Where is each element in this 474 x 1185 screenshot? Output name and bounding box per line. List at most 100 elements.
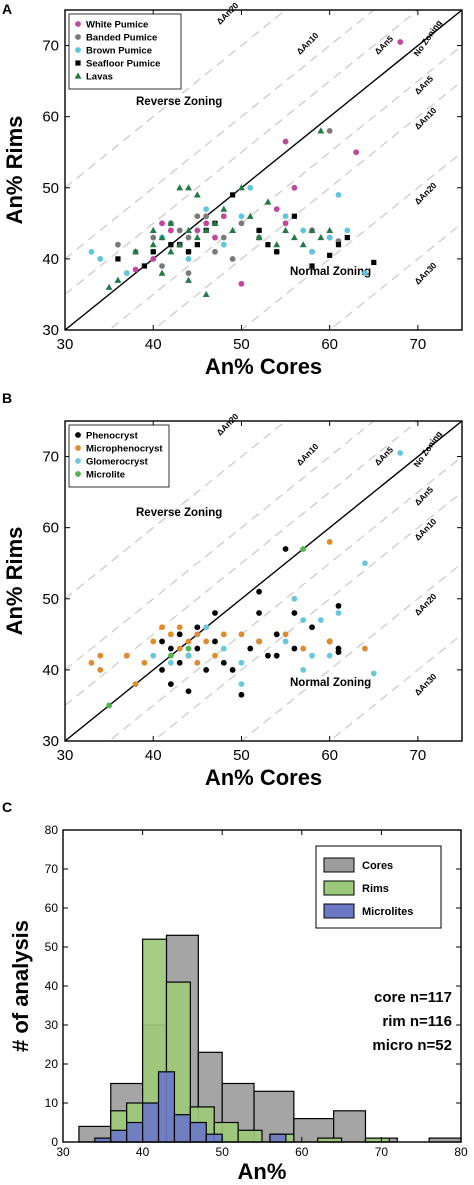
reference-line-label: No Zoning <box>411 18 443 58</box>
data-point <box>203 624 210 631</box>
panel-letter-a: A <box>2 1 12 17</box>
data-point <box>229 666 236 673</box>
data-point <box>202 290 210 298</box>
data-point <box>150 652 157 659</box>
data-point <box>370 670 377 677</box>
x-tick-label: 70 <box>375 1145 389 1159</box>
data-point <box>309 248 315 255</box>
histogram-bar <box>173 1114 191 1143</box>
data-point <box>326 638 333 645</box>
data-point <box>291 213 297 219</box>
data-point <box>159 220 165 227</box>
legend-marker <box>75 60 81 66</box>
y-axis-title: # of analysis <box>8 920 33 1052</box>
reference-line-label: ΔAn20 <box>412 180 438 206</box>
reference-line-label: No Zoning <box>411 429 443 469</box>
data-point <box>362 270 368 277</box>
data-point <box>309 652 315 659</box>
legend-label: Brown Pumice <box>86 46 152 57</box>
data-point <box>212 638 218 645</box>
data-point <box>150 249 156 255</box>
series-phenocryst <box>159 546 342 698</box>
data-point <box>115 256 121 262</box>
legend-swatch <box>323 880 355 896</box>
data-point <box>397 450 404 456</box>
data-point <box>114 276 122 283</box>
x-tick-label: 60 <box>321 336 338 353</box>
data-point <box>176 184 184 191</box>
reference-line-label: ΔAn30 <box>412 671 438 697</box>
data-point <box>290 233 298 241</box>
y-tick-label: 30 <box>45 1018 59 1032</box>
data-point <box>212 234 218 241</box>
data-point <box>291 610 298 616</box>
reference-line <box>328 633 462 741</box>
data-point <box>185 645 192 652</box>
data-point <box>238 631 245 638</box>
data-point <box>273 241 281 248</box>
data-point <box>203 638 210 645</box>
reference-line-label: ΔAn5 <box>372 33 395 56</box>
plot-frame <box>64 420 463 742</box>
data-point <box>167 248 175 255</box>
data-point <box>150 638 157 645</box>
legend-box <box>68 13 182 90</box>
data-point <box>194 631 201 638</box>
data-point <box>335 191 342 198</box>
data-point <box>159 624 165 631</box>
data-point <box>309 624 315 631</box>
data-point <box>344 234 350 241</box>
legend-label: Microphenocryst <box>86 444 163 455</box>
data-point <box>256 588 262 595</box>
data-point <box>167 227 174 234</box>
reference-line <box>65 421 419 706</box>
x-tick-label: 60 <box>321 747 338 764</box>
data-point <box>185 652 192 659</box>
legend-label: Seafloor Pumice <box>86 59 160 70</box>
data-point <box>291 645 298 652</box>
data-point <box>255 233 263 241</box>
data-point <box>317 127 325 134</box>
data-point <box>335 649 342 656</box>
panel-c: C 30 40 50 60 70 80 0 10 20 30 40 50 60 70 80 An% # of a… <box>2 799 468 1184</box>
data-point <box>299 241 307 248</box>
data-point <box>264 198 272 205</box>
x-tick-label: 50 <box>233 336 250 353</box>
histogram-bar <box>237 1129 263 1143</box>
data-point <box>300 617 307 624</box>
y-tick-label: 80 <box>45 823 59 837</box>
data-point <box>106 702 113 709</box>
data-point <box>220 241 227 248</box>
data-point <box>230 192 236 198</box>
data-point <box>176 241 184 248</box>
legend-marker <box>74 72 82 79</box>
data-point <box>327 252 333 258</box>
reference-line-label: ΔAn5 <box>372 444 395 467</box>
legend-swatch <box>323 857 355 873</box>
x-tick-label: 30 <box>57 747 74 764</box>
reference-line-label: ΔAn20 <box>214 0 240 26</box>
data-point <box>238 691 245 698</box>
data-point <box>291 595 298 602</box>
legend-marker <box>75 445 81 451</box>
series-microlite <box>106 546 307 709</box>
y-tick-label: 60 <box>42 109 59 126</box>
data-point <box>167 659 174 666</box>
histogram-bar <box>189 1121 207 1143</box>
data-point <box>371 259 377 266</box>
legend-marker <box>75 432 81 438</box>
y-axis-title: An% Rims <box>2 116 27 225</box>
panel-letter-b: B <box>2 390 12 406</box>
series-banded-pumice <box>115 127 342 277</box>
x-tick-label: 40 <box>145 747 162 764</box>
data-point <box>105 283 113 290</box>
legend-label: Lavas <box>86 72 113 83</box>
data-point <box>326 538 333 545</box>
legend-label: White Pumice <box>86 20 148 31</box>
histogram-bar <box>269 1133 287 1143</box>
legend-marker <box>75 34 81 40</box>
data-point <box>326 652 333 659</box>
data-point <box>247 645 254 652</box>
data-point <box>238 220 245 227</box>
data-point <box>247 184 254 191</box>
